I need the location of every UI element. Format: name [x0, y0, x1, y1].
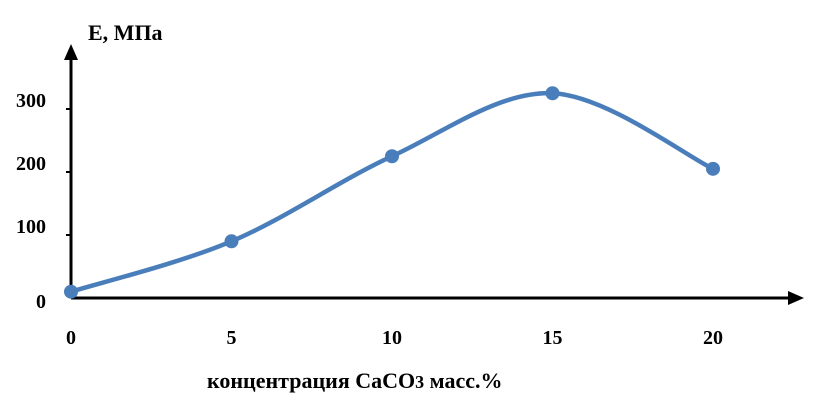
series-group — [64, 86, 720, 299]
data-point-marker — [385, 149, 399, 164]
series-line — [68, 90, 716, 294]
y-tick-label: 100 — [16, 216, 46, 238]
y-tick-labels: 0 100 200 300 — [16, 90, 71, 313]
x-axis-title-part1: концентрация CaCO — [207, 368, 415, 393]
y-tick-label: 300 — [16, 90, 46, 112]
x-axis-title-sub: 3 — [415, 372, 424, 392]
x-tick-label: 15 — [543, 327, 563, 349]
data-point-marker — [64, 284, 78, 299]
x-axis-title-part2: масс.% — [424, 368, 502, 393]
x-axis-arrow — [788, 291, 804, 305]
x-axis-title: концентрация CaCO3 масс.% — [207, 368, 503, 393]
x-tick-label: 20 — [703, 327, 723, 349]
x-tick-labels: 0 5 10 15 20 — [66, 327, 723, 349]
x-tick-label: 5 — [227, 327, 237, 349]
data-point-marker — [224, 234, 239, 249]
data-point-marker — [545, 86, 560, 101]
x-tick-label: 10 — [382, 327, 402, 349]
x-tick-label: 0 — [66, 327, 76, 349]
y-tick-label: 0 — [36, 291, 46, 313]
y-axis-arrow — [64, 44, 78, 60]
y-tick-label: 200 — [16, 153, 46, 175]
data-point-marker — [706, 161, 720, 176]
y-axis-title: E, МПа — [88, 20, 163, 45]
